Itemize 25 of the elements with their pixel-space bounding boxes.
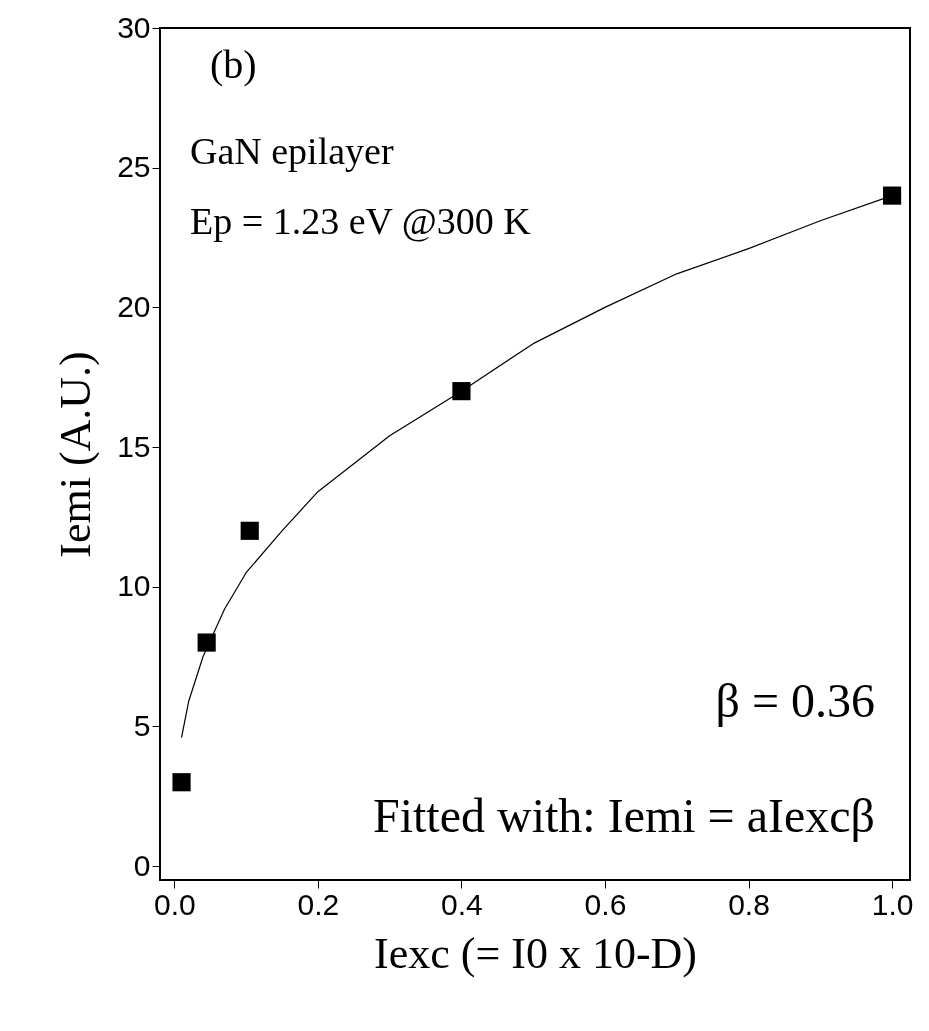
point — [197, 633, 216, 652]
x-tick-label: 0.0 — [153, 887, 196, 921]
point — [172, 773, 191, 792]
x-tick-label: 0.2 — [297, 887, 340, 921]
y-axis-title: Iemi (A.U.) — [51, 351, 101, 558]
annotation: β = 0.36 — [715, 674, 875, 727]
x-tick-label: 1.0 — [871, 887, 914, 921]
point — [452, 382, 471, 401]
point — [240, 521, 259, 540]
y-tick-label: 20 — [117, 289, 151, 323]
y-tick-label: 30 — [117, 10, 151, 44]
y-tick-label: 10 — [117, 569, 151, 603]
x-tick-label: 0.8 — [728, 887, 770, 921]
y-tick-label: 25 — [117, 150, 151, 184]
x-tick-label: 0.6 — [584, 887, 627, 921]
y-tick-label: 15 — [117, 429, 151, 463]
y-tick-label: 5 — [133, 708, 151, 742]
annotation: GaN epilayer — [190, 130, 394, 172]
point — [882, 186, 902, 205]
annotation: (b) — [210, 42, 257, 87]
annotation: Ep = 1.23 eV @300 K — [190, 200, 532, 242]
x-tick-label: 0.4 — [441, 887, 483, 921]
y-tick-label: 0 — [133, 848, 151, 882]
annotation: Fitted with: Iemi = aIexcβ — [372, 789, 875, 842]
x-axis-title: Iexc (= I0 x 10-D) — [374, 928, 697, 978]
